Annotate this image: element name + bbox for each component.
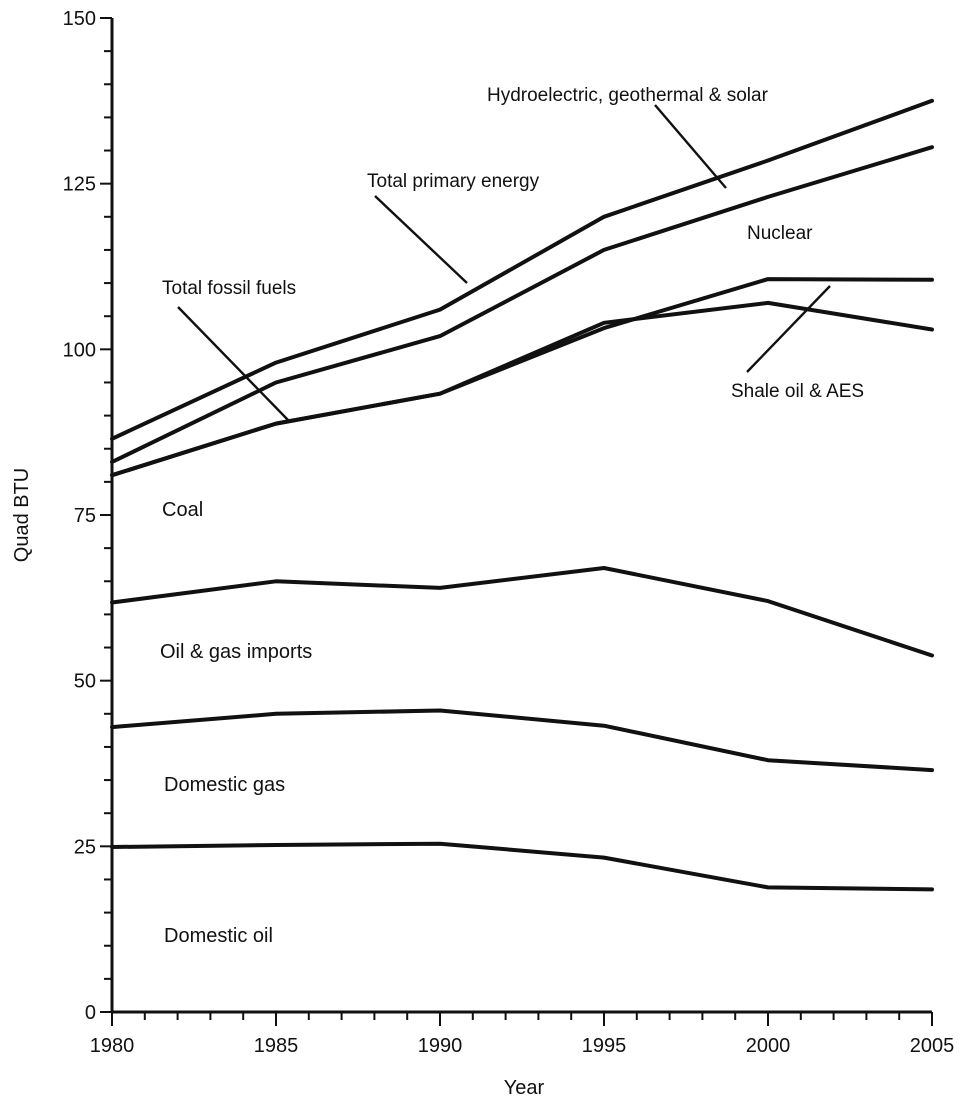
leader-line-total-primary-energy <box>374 195 468 284</box>
series-line-5 <box>110 277 934 478</box>
annotation-total-fossil-fuels: Total fossil fuels <box>162 278 296 299</box>
annotation-nuclear: Nuclear <box>747 223 813 244</box>
x-ticks: 1980 1985 1990 1995 2000 2005 <box>90 1012 955 1057</box>
leader-line-hydroelectric <box>654 104 727 189</box>
x-tick-label: 2005 <box>910 1035 955 1057</box>
x-tick-label: 2000 <box>746 1035 791 1057</box>
y-tick-label: 75 <box>74 505 96 527</box>
area-label-domestic-gas: Domestic gas <box>164 774 285 796</box>
annotation-total-primary-energy: Total primary energy <box>367 171 540 192</box>
y-tick-label: 0 <box>85 1002 96 1024</box>
area-labels: Coal Oil & gas imports Domestic gas Dome… <box>160 499 312 947</box>
y-tick-label: 25 <box>74 836 96 858</box>
series-line-7 <box>110 98 934 441</box>
series-line-2 <box>110 708 934 773</box>
annotation-hydroelectric: Hydroelectric, geothermal & solar <box>487 85 769 106</box>
x-tick-label: 1995 <box>582 1035 627 1057</box>
series-lines <box>110 98 934 892</box>
area-label-oil-gas-imports: Oil & gas imports <box>160 641 312 663</box>
series-line-1 <box>110 841 934 892</box>
x-tick-label: 1985 <box>254 1035 299 1057</box>
y-tick-label: 150 <box>63 8 96 30</box>
x-tick-label: 1980 <box>90 1035 135 1057</box>
series-line-3 <box>110 566 934 658</box>
x-tick-label: 1990 <box>418 1035 463 1057</box>
y-tick-label: 100 <box>63 339 96 361</box>
area-label-domestic-oil: Domestic oil <box>164 925 273 947</box>
x-axis-title: Year <box>504 1077 545 1099</box>
y-tick-label: 50 <box>74 671 96 693</box>
y-axis-title: Quad BTU <box>11 468 33 562</box>
annotation-shale-oil-aes: Shale oil & AES <box>731 381 864 402</box>
axes <box>110 18 932 1014</box>
annotations: Hydroelectric, geothermal & solar Total … <box>162 85 864 421</box>
y-tick-label: 125 <box>63 174 96 196</box>
leader-line-total-fossil-fuels <box>177 306 289 421</box>
series-line-6 <box>110 145 934 464</box>
leader-line-shale-oil-aes <box>746 285 831 373</box>
y-ticks: 0 25 50 75 100 125 150 <box>63 8 112 1024</box>
area-label-coal: Coal <box>162 499 203 521</box>
